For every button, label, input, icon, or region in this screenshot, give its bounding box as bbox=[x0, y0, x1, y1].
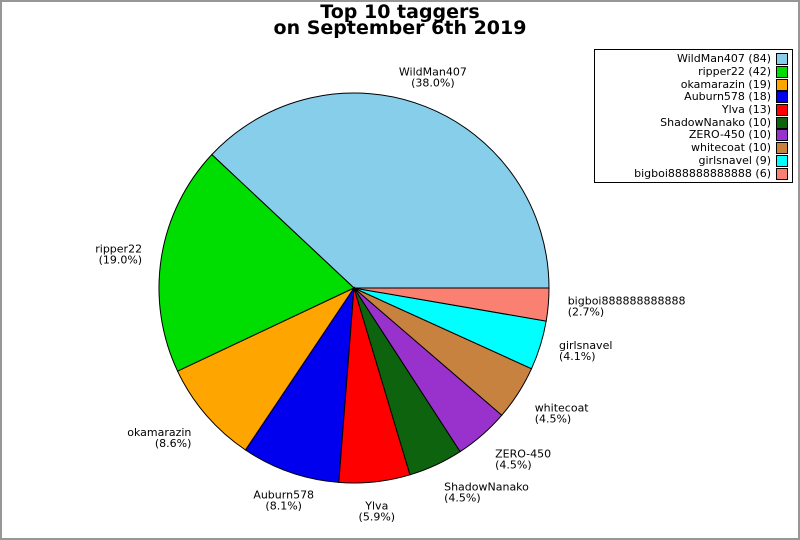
pie-label-name: girlsnavel bbox=[559, 339, 612, 352]
pie-label-name: whitecoat bbox=[535, 402, 590, 415]
pie-label-percent: (2.7%) bbox=[568, 305, 605, 318]
legend-swatch bbox=[776, 66, 788, 79]
legend-label: Ylva (13) bbox=[721, 103, 771, 117]
legend-item: girlsnavel (9) bbox=[598, 153, 789, 168]
pie-slice-okamarazin bbox=[176, 286, 356, 451]
legend-item: Ylva (13) bbox=[598, 104, 789, 117]
pie-label-name: Ylva bbox=[364, 499, 388, 512]
legend-label: ZERO-450 (10) bbox=[688, 128, 771, 142]
pie-label-percent: (4.5%) bbox=[535, 413, 572, 426]
pie-label-name: WildMan407 bbox=[399, 66, 467, 79]
pie-label-name: bigboi888888888888 bbox=[568, 294, 686, 307]
legend-item: bigboi888888888888 (6) bbox=[598, 167, 789, 180]
legend-item: WildMan407 (84) bbox=[598, 53, 789, 66]
legend-swatch bbox=[776, 104, 788, 117]
pie-slice-auburn578 bbox=[244, 286, 355, 483]
legend-swatch bbox=[776, 78, 788, 91]
legend-label: okamarazin (19) bbox=[680, 77, 771, 91]
legend-label: bigboi888888888888 (6) bbox=[634, 166, 771, 180]
pie-slice-ripper22 bbox=[158, 153, 355, 372]
pie-label-percent: (19.0%) bbox=[99, 254, 143, 267]
legend-item: ripper22 (42) bbox=[598, 66, 789, 79]
legend-rows: WildMan407 (84) ripper22 (42) okamarazin (… bbox=[598, 53, 789, 180]
pie-label-percent: (4.5%) bbox=[444, 492, 481, 505]
legend-item: okamarazin (19) bbox=[598, 78, 789, 91]
legend-label: WildMan407 (84) bbox=[676, 52, 771, 66]
pie-slice-bigboi888888888888 bbox=[353, 287, 550, 322]
legend-swatch bbox=[776, 116, 788, 129]
legend-swatch bbox=[776, 142, 788, 155]
legend-item: ShadowNanako (10) bbox=[598, 116, 789, 129]
legend-label: ShadowNanako (10) bbox=[660, 115, 771, 129]
legend-label: girlsnavel (9) bbox=[698, 153, 771, 167]
pie-label-name: Auburn578 bbox=[253, 489, 314, 502]
legend-item: ZERO-450 (10) bbox=[598, 129, 789, 142]
pie-label-name: ShadowNanako bbox=[444, 481, 529, 494]
legend-swatch bbox=[776, 91, 788, 104]
legend-item: Auburn578 (18) bbox=[598, 91, 789, 104]
pie-label-name: ZERO-450 bbox=[495, 448, 551, 461]
pie-label-name: okamarazin bbox=[127, 426, 191, 439]
chart-title-line2: on September 6th 2019 bbox=[273, 17, 527, 39]
pie-label-percent: (4.1%) bbox=[559, 350, 596, 363]
pie-label-percent: (38.0%) bbox=[411, 77, 455, 90]
legend-swatch bbox=[776, 154, 788, 167]
legend-swatch bbox=[776, 167, 788, 180]
pie-label-percent: (8.1%) bbox=[265, 500, 302, 513]
pie-slice-wildman407 bbox=[211, 92, 550, 289]
legend-swatch bbox=[776, 129, 788, 142]
pie-label-percent: (5.9%) bbox=[359, 510, 396, 523]
legend-label: whitecoat (10) bbox=[690, 141, 771, 155]
chart-title: Top 10 taggers on September 6th 2019 bbox=[2, 1, 798, 39]
legend-label: ripper22 (42) bbox=[698, 65, 771, 79]
legend-swatch bbox=[776, 53, 788, 66]
legend-item: whitecoat (10) bbox=[598, 142, 789, 155]
pie-label-percent: (4.5%) bbox=[495, 459, 532, 472]
pie-label-name: ripper22 bbox=[95, 243, 142, 256]
legend-label: Auburn578 (18) bbox=[684, 90, 771, 104]
legend: WildMan407 (84) ripper22 (42) okamarazin (… bbox=[594, 49, 793, 183]
chart-title-line1: Top 10 taggers bbox=[320, 1, 480, 23]
pie-label-percent: (8.6%) bbox=[155, 437, 192, 450]
